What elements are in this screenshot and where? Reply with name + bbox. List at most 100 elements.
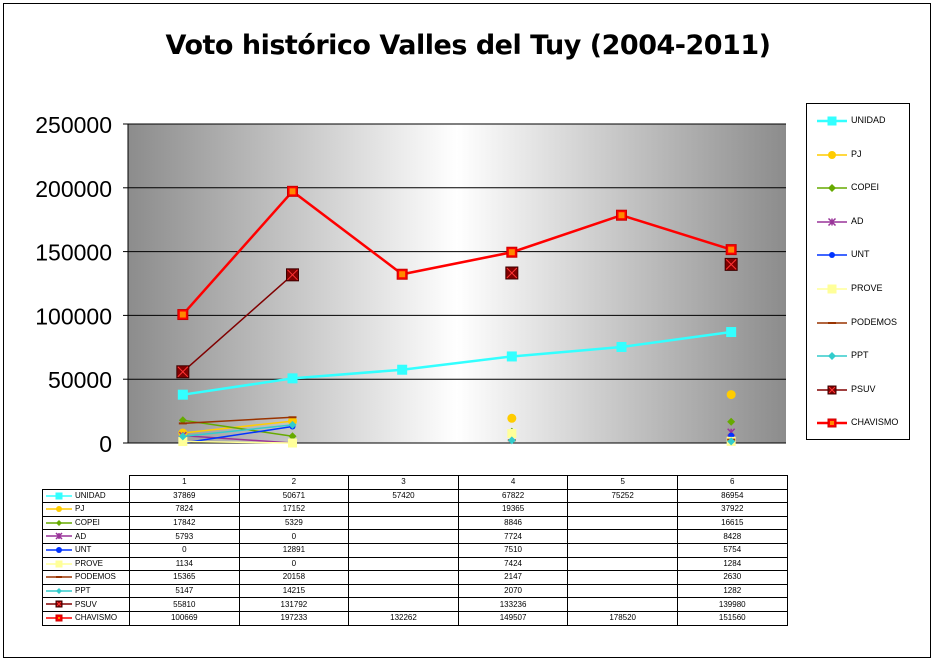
- table-cell: 7824: [129, 502, 240, 517]
- legend-key-marker: [828, 184, 836, 193]
- point-pj: [507, 413, 517, 423]
- table-row-header: PJ: [42, 502, 130, 517]
- table-row: PSUV 55810 131792 133236 139980: [42, 597, 788, 612]
- table-cell: 5793: [129, 529, 240, 544]
- table-row-label: PPT: [75, 586, 91, 596]
- table-cell: [348, 556, 459, 572]
- table-cell: [567, 542, 678, 558]
- table-cell: 131792: [238, 597, 350, 612]
- point-unidad: [177, 389, 188, 400]
- table-cell: 15365: [129, 570, 240, 585]
- table-row: COPEI 17842 5329 8846 16615: [42, 515, 788, 531]
- table-row-header: CHAVISMO: [42, 610, 130, 626]
- table-cell: [348, 515, 459, 531]
- table-cell: [348, 542, 459, 558]
- legend-label: CHAVISMO: [851, 417, 899, 428]
- point-psuv-cross: [725, 259, 737, 270]
- table-cell: 7510: [457, 542, 569, 558]
- legend-key: [817, 252, 847, 259]
- series-line-unidad: [182, 330, 732, 396]
- point-ppt: [178, 432, 187, 441]
- table-key-marker: [56, 546, 62, 553]
- table-row-header: COPEI: [42, 515, 130, 531]
- point-ppt: [727, 437, 736, 446]
- table-cell: [348, 570, 459, 585]
- point-copei: [288, 432, 297, 441]
- point-chavismo-inner: [728, 246, 735, 253]
- table-corner: [42, 475, 130, 490]
- table-cell: 75252: [567, 488, 678, 504]
- table-cell: 37922: [676, 502, 788, 517]
- table-row: UNIDAD 37869 50671 57420 67822 75252 86954: [42, 488, 788, 504]
- legend-label: PPT: [851, 350, 869, 361]
- table-legend-key: [46, 492, 72, 500]
- table-cell: 67822: [457, 488, 569, 504]
- legend-key-marker: [827, 284, 837, 294]
- series-line-unt: [182, 425, 293, 444]
- y-tick-label: 200000: [35, 176, 112, 202]
- point-prove: [507, 429, 517, 439]
- legend-key-marker-inner: [830, 421, 834, 426]
- point-copei: [178, 416, 187, 425]
- table-row: AD 5793 0 7724 8428: [42, 529, 788, 544]
- table-cell: [567, 502, 678, 517]
- table-cell: 151560: [676, 610, 788, 626]
- table-cell: 0: [129, 542, 240, 558]
- table-column-header: 1: [129, 475, 240, 490]
- legend-item: UNT: [807, 248, 909, 262]
- legend-item: CHAVISMO: [807, 416, 909, 430]
- y-tick-label: 250000: [35, 112, 112, 138]
- table-cell: 12891: [238, 542, 350, 558]
- legend-label: PROVE: [851, 283, 883, 293]
- point-ppt: [288, 420, 297, 429]
- table-key-marker-cross: [56, 601, 62, 607]
- series-line-ad: [182, 434, 293, 444]
- table-legend-key: [46, 560, 72, 568]
- table-column-header: 6: [676, 475, 788, 490]
- table-key-marker: [56, 519, 62, 526]
- legend-item: UNIDAD: [807, 114, 909, 128]
- table-cell: [567, 556, 678, 572]
- legend-key-marker: [828, 352, 836, 361]
- point-pj: [726, 390, 736, 400]
- chart-title: Voto histórico Valles del Tuy (2004-2011…: [165, 30, 771, 61]
- legend-key: [817, 418, 847, 428]
- legend-key-marker: [827, 116, 837, 126]
- table-cell: 17842: [129, 515, 240, 531]
- table-legend-key: [46, 506, 72, 513]
- table-row-header: PODEMOS: [42, 570, 130, 585]
- table-cell: 2630: [676, 570, 788, 585]
- table-key-marker: [55, 492, 63, 500]
- table-row: PROVE 1134 0 7424 1284: [42, 556, 788, 572]
- y-tick-label: 150000: [35, 240, 112, 266]
- point-copei: [727, 417, 736, 426]
- table-legend-key: [46, 576, 72, 579]
- legend-key-marker-cross: [828, 386, 836, 394]
- y-tick-label: 50000: [48, 367, 112, 393]
- table-row-header: PSUV: [42, 597, 130, 612]
- table-cell: 20158: [238, 570, 350, 585]
- legend-item: PPT: [807, 349, 909, 363]
- legend-key: [817, 116, 847, 126]
- y-tick-label: 100000: [35, 303, 112, 329]
- chart-plot: 0 50000 100000 150000 200000 250000: [35, 112, 786, 457]
- table-row-label: UNIDAD: [75, 490, 106, 500]
- series-line-podemos: [182, 416, 293, 425]
- table-cell: 5754: [676, 542, 788, 558]
- series-line-pj: [182, 420, 293, 434]
- table-cell: 14215: [238, 583, 350, 599]
- table-row: CHAVISMO 100669 197233 132262 149507 178520 15…: [42, 610, 788, 626]
- table-row: PPT 5147 14215 2070 1282: [42, 583, 788, 599]
- table-legend-key: [46, 600, 72, 608]
- legend-label: UNIDAD: [851, 115, 886, 125]
- table-row-label: PJ: [75, 504, 85, 514]
- legend-item: AD: [807, 215, 909, 229]
- table-cell: 0: [238, 556, 350, 572]
- table-row-label: UNT: [75, 545, 92, 555]
- chart-frame: [3, 3, 931, 658]
- point-chavismo-inner: [179, 311, 186, 318]
- table-row-label: COPEI: [75, 518, 100, 528]
- table-cell: 50671: [238, 488, 350, 504]
- table-cell: 133236: [457, 597, 569, 612]
